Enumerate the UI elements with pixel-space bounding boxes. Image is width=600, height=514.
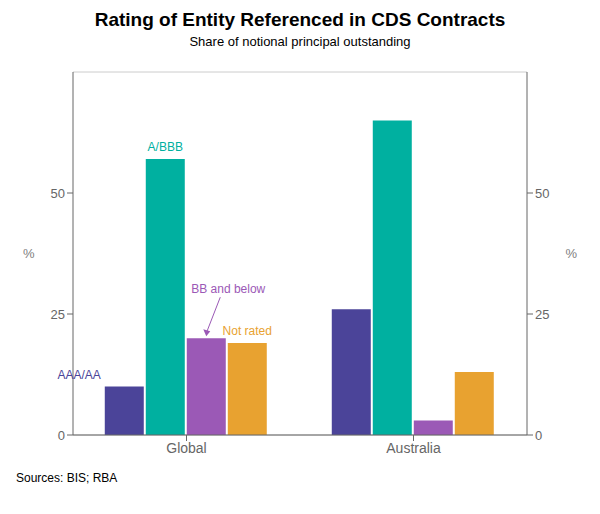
svg-text:50: 50	[51, 186, 65, 201]
svg-text:Not rated: Not rated	[223, 324, 272, 338]
svg-text:25: 25	[535, 307, 549, 322]
svg-text:Australia: Australia	[386, 440, 441, 456]
svg-text:A/BBB: A/BBB	[148, 140, 183, 154]
svg-text:%: %	[565, 246, 577, 261]
svg-text:0: 0	[535, 428, 542, 443]
html-text:Share of notional principal ou: Share of notional principal outstanding	[189, 34, 411, 49]
svg-text:25: 25	[51, 307, 65, 322]
html-text:Rating of Entity Referenced in: Rating of Entity Referenced in CDS Contr…	[94, 9, 506, 30]
svg-text:BB and below: BB and below	[191, 282, 265, 296]
svg-text:%: %	[23, 246, 35, 261]
svg-text:0: 0	[58, 428, 65, 443]
svg-text:Global: Global	[166, 440, 206, 456]
html-text:Sources: BIS; RBA: Sources: BIS; RBA	[16, 471, 118, 485]
svg-text:50: 50	[535, 186, 549, 201]
svg-text:AAA/AA: AAA/AA	[57, 368, 100, 382]
